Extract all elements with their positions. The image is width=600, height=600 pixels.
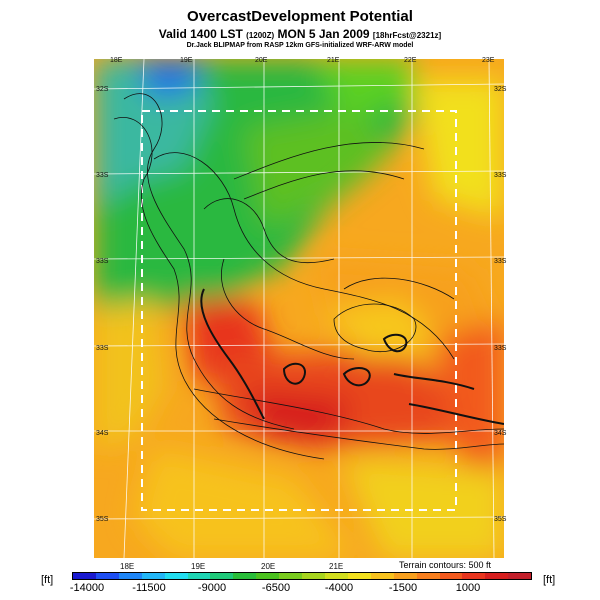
legend-tick-label: 1000 — [455, 582, 481, 594]
legend-unit-left: [ft] — [41, 574, 54, 586]
legend-tick-label: -11500 — [132, 582, 166, 594]
color-scale-swatch — [462, 573, 486, 579]
color-scale-swatch — [370, 573, 394, 579]
top-longitude-label: 20E — [255, 57, 268, 64]
map-subtitle: Dr.Jack BLIPMAP from RASP 12km GFS-initi… — [186, 42, 414, 49]
top-longitude-label: 22E — [404, 57, 417, 64]
color-scale-swatch — [508, 573, 532, 579]
left-latitude-label: 32S — [96, 86, 109, 93]
left-latitude-label: 33S — [96, 258, 109, 265]
valid-time: Valid 1400 LST (1200Z) MON 5 Jan 2009 [1… — [158, 27, 442, 41]
bottom-longitude-label: 21E — [329, 562, 344, 571]
legend-tick-label: -6500 — [261, 582, 291, 594]
color-scale-swatch — [439, 573, 463, 579]
color-scale-swatch — [164, 573, 188, 579]
top-longitude-label: 21E — [327, 57, 340, 64]
bottom-longitude-label: 20E — [261, 562, 276, 571]
left-latitude-label: 35S — [96, 516, 109, 523]
color-scale-swatch — [324, 573, 348, 579]
bottom-longitude-label: 18E — [120, 562, 135, 571]
color-scale-swatch — [485, 573, 509, 579]
color-scale-swatch — [416, 573, 440, 579]
right-latitude-label: 33S — [494, 345, 507, 352]
right-latitude-label: 32S — [494, 86, 507, 93]
color-scale-swatch — [279, 573, 303, 579]
left-latitude-label: 34S — [96, 430, 109, 437]
color-scale-swatch — [73, 573, 96, 579]
color-scale-swatch — [233, 573, 257, 579]
top-longitude-label: 18E — [110, 57, 123, 64]
forecast-field — [94, 59, 504, 558]
legend-tick-label: -1500 — [388, 582, 418, 594]
right-latitude-label: 34S — [494, 430, 507, 437]
bottom-longitude-label: 19E — [191, 562, 206, 571]
color-scale-bar — [72, 572, 532, 580]
legend-tick-label: -9000 — [197, 582, 227, 594]
right-latitude-label: 33S — [494, 172, 507, 179]
right-latitude-label: 35S — [494, 516, 507, 523]
left-latitude-label: 33S — [96, 172, 109, 179]
color-scale-swatch — [347, 573, 371, 579]
top-longitude-label: 19E — [180, 57, 193, 64]
right-latitude-label: 33S — [494, 258, 507, 265]
legend-tick-label: -4000 — [324, 582, 354, 594]
overcast-map — [94, 59, 504, 558]
terrain-contour-note: Terrain contours: 500 ft — [399, 560, 492, 570]
map-title: OvercastDevelopment Potential — [187, 8, 413, 25]
legend-unit-right: [ft] — [543, 574, 556, 586]
color-scale-swatch — [210, 573, 234, 579]
color-scale-swatch — [118, 573, 142, 579]
legend-tick-label: -14000 — [69, 582, 105, 594]
top-longitude-label: 23E — [482, 57, 495, 64]
left-latitude-label: 33S — [96, 345, 109, 352]
color-scale-swatch — [302, 573, 325, 579]
color-scale-swatch — [187, 573, 211, 579]
color-scale-swatch — [95, 573, 119, 579]
color-scale-swatch — [256, 573, 280, 579]
color-scale-swatch — [141, 573, 165, 579]
color-scale-swatch — [393, 573, 417, 579]
